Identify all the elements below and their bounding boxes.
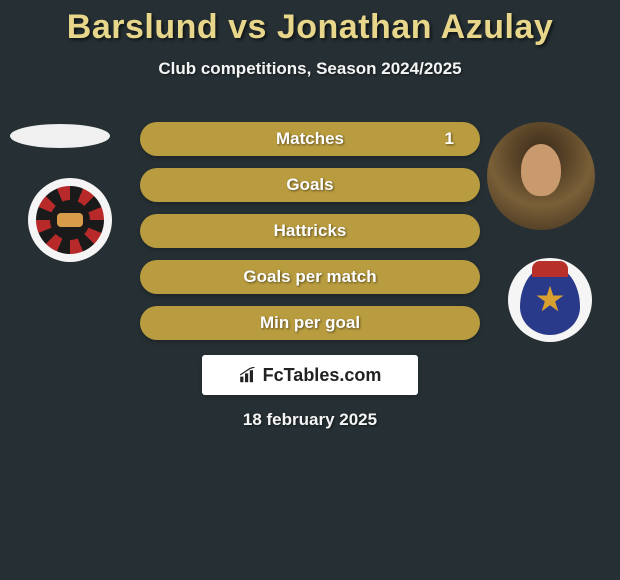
club2-top-bar-icon xyxy=(532,261,568,277)
bars-growth-icon xyxy=(239,367,259,383)
brand-text: FcTables.com xyxy=(263,365,382,386)
club1-badge xyxy=(28,178,112,262)
player1-photo-placeholder xyxy=(10,124,110,148)
page-title: Barslund vs Jonathan Azulay xyxy=(0,0,620,47)
brand-badge[interactable]: FcTables.com xyxy=(202,355,418,395)
stat-row-goals: Goals xyxy=(140,168,480,202)
player2-photo xyxy=(487,122,595,230)
club2-crest-icon xyxy=(520,265,580,335)
page-subtitle: Club competitions, Season 2024/2025 xyxy=(0,59,620,79)
club2-badge xyxy=(508,258,592,342)
club1-crest-icon xyxy=(36,186,104,254)
player2-face-shape xyxy=(521,144,561,196)
stat-label: Goals per match xyxy=(243,267,376,287)
club1-center-circle-icon xyxy=(50,200,90,240)
stat-label: Goals xyxy=(286,175,333,195)
stat-label: Hattricks xyxy=(274,221,347,241)
stat-row-min-per-goal: Min per goal xyxy=(140,306,480,340)
star-icon xyxy=(534,283,566,315)
stat-label: Min per goal xyxy=(260,313,360,333)
stat-row-hattricks: Hattricks xyxy=(140,214,480,248)
stat-value-player2: 1 xyxy=(445,129,454,149)
date-label: 18 february 2025 xyxy=(0,410,620,430)
stat-row-matches: Matches 1 xyxy=(140,122,480,156)
stat-row-goals-per-match: Goals per match xyxy=(140,260,480,294)
stat-label: Matches xyxy=(276,129,344,149)
handshake-icon xyxy=(57,213,83,227)
